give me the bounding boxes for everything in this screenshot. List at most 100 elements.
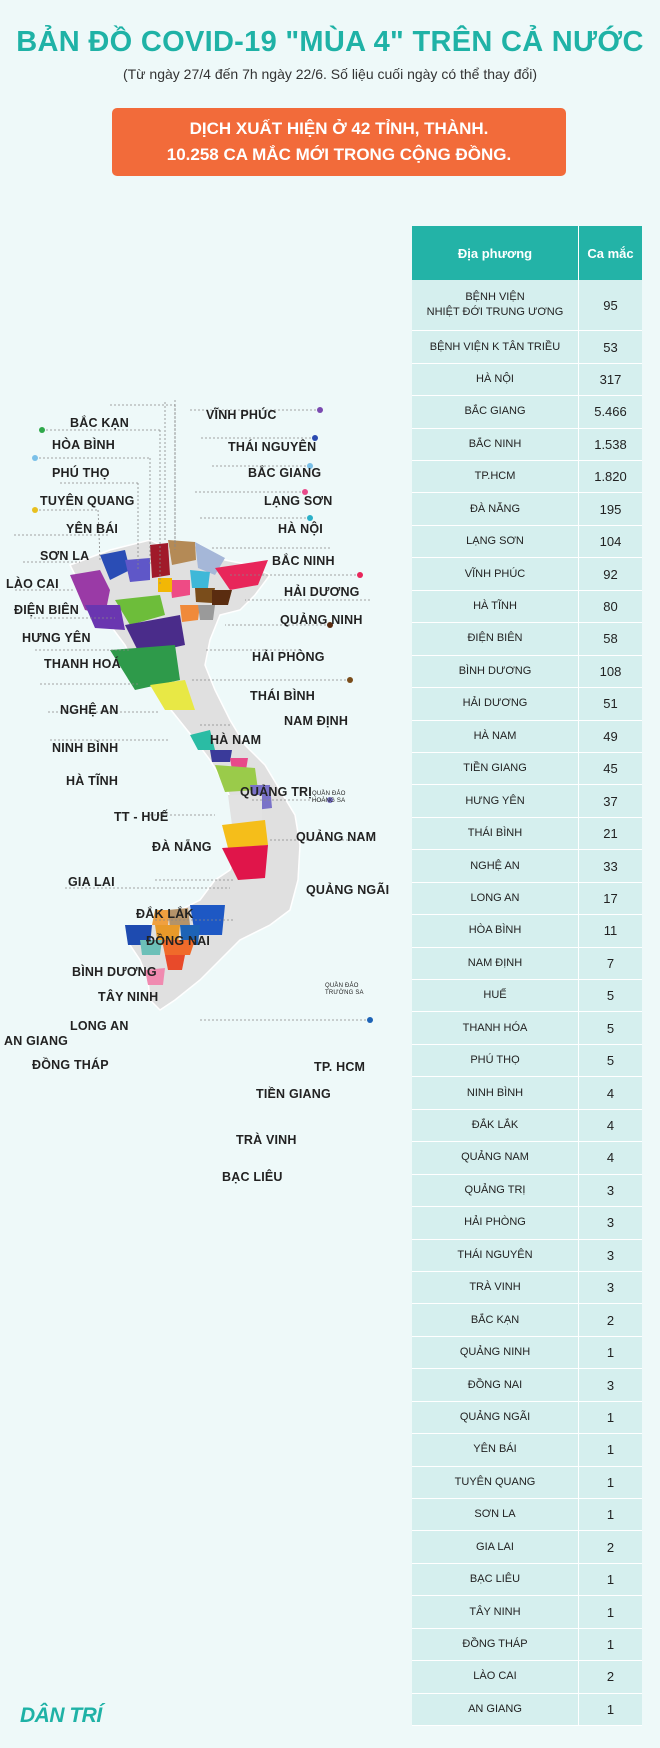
label-tp-hcm: TP. HCM: [314, 1060, 366, 1074]
label-nam-dinh: NAM ĐỊNH: [284, 714, 349, 728]
label-hung-yen: HƯNG YÊN: [22, 631, 91, 645]
label-hai-duong: HẢI DƯƠNG: [284, 585, 360, 599]
region-tra-vinh: [165, 955, 185, 970]
row-location: QUẢNG TRỊ: [412, 1174, 579, 1207]
row-location: SƠN LA: [412, 1499, 579, 1531]
table-row: BẮC GIANG 5.466: [412, 396, 642, 429]
table-row: HÀ NỘI 317: [412, 363, 642, 397]
row-cases: 1: [606, 1637, 615, 1653]
label-bac-kan: BẮC KẠN: [70, 416, 130, 430]
dantri-logo: DÂN TRÍ: [20, 1704, 102, 1727]
region-quang-tri: [190, 730, 215, 750]
table-row: PHÚ THỌ 5: [412, 1044, 642, 1078]
row-cases: 1.820: [594, 469, 627, 485]
label-son-la: SƠN LA: [40, 549, 90, 563]
table-row: THANH HÓA 5: [412, 1012, 642, 1045]
row-location: TRÀ VINH: [412, 1271, 579, 1304]
table-row: HƯNG YÊN 37: [412, 785, 642, 818]
row-cases: 1: [606, 1409, 615, 1425]
label-quang-nam: QUẢNG NAM: [296, 830, 377, 844]
table-row: NGHỆ AN 33: [412, 850, 642, 883]
table-row: HÀ NAM 49: [412, 720, 642, 753]
row-cases: 21: [603, 826, 618, 842]
row-cases: 5: [606, 988, 615, 1004]
row-cases: 7: [606, 955, 615, 971]
row-cases: 104: [599, 534, 622, 550]
table-row: LONG AN 17: [412, 882, 642, 916]
row-cases: 1.538: [594, 436, 627, 452]
label-hai-phong: HẢI PHÒNG: [252, 650, 325, 664]
row-cases: 92: [603, 566, 618, 582]
label-dong-thap: ĐỒNG THÁP: [32, 1058, 109, 1072]
table-row: NINH BÌNH 4: [412, 1077, 642, 1110]
region-dien-bien: [70, 570, 110, 615]
label-quang-ninh: QUẢNG NINH: [280, 613, 363, 627]
table-row: YÊN BÁI 1: [412, 1434, 642, 1467]
table-row: NAM ĐỊNH 7: [412, 947, 642, 981]
label-ha-noi: HÀ NỘI: [278, 522, 323, 536]
label-ninh-binh: NINH BÌNH: [52, 741, 119, 755]
banner-line-1: DỊCH XUẤT HIỆN Ở 42 TỈNH, THÀNH.: [189, 119, 489, 138]
region-bac-giang: [190, 570, 210, 588]
label-thai-nguyen: THÁI NGUYÊN: [228, 440, 317, 454]
row-location: HẢI PHÒNG: [412, 1207, 579, 1239]
table-row: TRÀ VINH 3: [412, 1271, 642, 1305]
row-location: ĐỒNG THÁP: [412, 1628, 579, 1661]
table-row: BỆNH VIỆN NHIỆT ĐỚI TRUNG ƯƠNG 95: [412, 280, 642, 332]
row-location: BẮC NINH: [412, 428, 579, 461]
row-cases: 317: [599, 371, 622, 387]
table-row: HÀ TĨNH 80: [412, 590, 642, 624]
row-location: BỆNH VIỆN K TÂN TRIỀU: [412, 331, 579, 363]
row-cases: 195: [599, 501, 622, 517]
label-thanh-hoa: THANH HOÁ: [44, 657, 121, 671]
label-long-an: LONG AN: [70, 1019, 129, 1033]
row-location: ĐẮK LẮK: [412, 1109, 579, 1142]
row-cases: 58: [603, 631, 618, 647]
row-location: QUẢNG NGÃI: [412, 1401, 579, 1434]
row-location: YÊN BÁI: [412, 1434, 579, 1466]
region-dak-lak: [222, 820, 268, 848]
row-location: BẮC GIANG: [412, 396, 579, 428]
row-cases: 108: [599, 663, 622, 679]
table-row: QUẢNG NAM 4: [412, 1142, 642, 1175]
row-cases: 2: [606, 1312, 615, 1328]
row-cases: 37: [603, 793, 618, 809]
label-dak-lak: ĐẮK LẮK: [136, 907, 194, 921]
region-thanh-hoa: [125, 615, 185, 655]
row-location: NINH BÌNH: [412, 1077, 579, 1109]
page-title: BẢN ĐỒ COVID-19 "MÙA 4" TRÊN CẢ NƯỚC: [16, 26, 644, 58]
row-cases: 33: [603, 858, 618, 874]
table-row: AN GIANG 1: [412, 1693, 642, 1727]
table-row: QUẢNG NGÃI 1: [412, 1401, 642, 1435]
banner-line-2: 10.258 CA MẮC MỚI TRONG CỘNG ĐỒNG.: [166, 145, 512, 164]
label-tuyen-quang: TUYÊN QUANG: [40, 494, 135, 508]
row-location: THANH HÓA: [412, 1012, 579, 1044]
label-binh-duong: BÌNH DƯƠNG: [72, 965, 157, 979]
region-nghe-an: [110, 645, 180, 690]
table-row: HUẾ 5: [412, 980, 642, 1013]
label-hoa-binh: HÒA BÌNH: [52, 438, 115, 452]
table-row: HÒA BÌNH 11: [412, 915, 642, 948]
label-dien-bien: ĐIỆN BIÊN: [14, 603, 80, 617]
region-ha-nam: [180, 605, 200, 622]
row-cases: 3: [606, 1247, 615, 1263]
cases-table: Địa phương Ca mắc BỆNH VIỆN NHIỆT ĐỚI TR…: [412, 226, 642, 1727]
row-location: THÁI NGUYÊN: [412, 1239, 579, 1271]
label-nghe-an: NGHỆ AN: [60, 703, 119, 717]
row-location: GIA LAI: [412, 1531, 579, 1563]
region-hoa-binh: [115, 595, 165, 625]
region-khanh-hoa: [222, 845, 268, 880]
region-gia-lai: [228, 795, 262, 825]
row-location: ĐỒNG NAI: [412, 1369, 579, 1401]
label-tien-giang: TIỀN GIANG: [256, 1087, 331, 1101]
row-location: BẠC LIÊU: [412, 1563, 579, 1596]
row-cases: 1: [606, 1442, 615, 1458]
row-cases: 3: [606, 1377, 615, 1393]
row-location: TP.HCM: [412, 461, 579, 493]
table-row: ĐỒNG THÁP 1: [412, 1628, 642, 1662]
region-son-la: [85, 605, 125, 630]
region-hue: [210, 750, 232, 762]
label-gia-lai: GIA LAI: [68, 875, 115, 889]
table-row: GIA LAI 2: [412, 1531, 642, 1564]
row-location: TIỀN GIANG: [412, 752, 579, 785]
